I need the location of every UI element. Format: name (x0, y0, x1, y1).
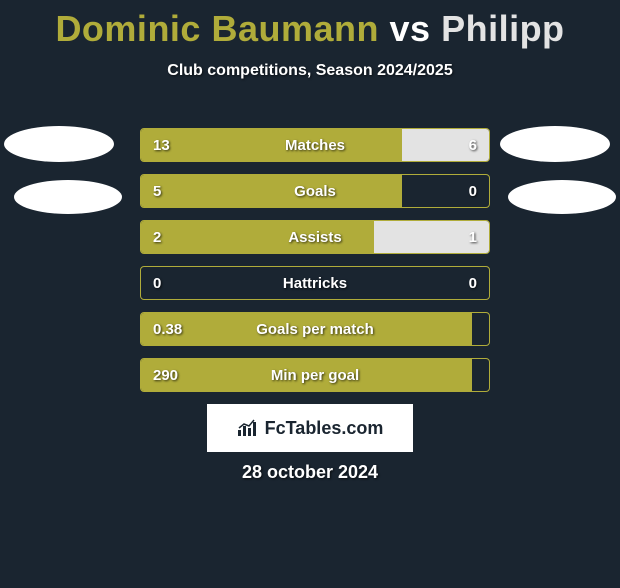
fctables-logo: FcTables.com (207, 404, 413, 452)
stat-label: Hattricks (141, 267, 489, 299)
stat-label: Assists (141, 221, 489, 253)
stat-label: Goals per match (141, 313, 489, 345)
player2-avatar-placeholder (500, 126, 610, 162)
stat-row: Assists2 1 (140, 220, 490, 254)
vs-text: vs (390, 8, 431, 49)
stat-label: Min per goal (141, 359, 489, 391)
stat-row: Goals per match0.38 (140, 312, 490, 346)
stat-value-left: 2 (153, 221, 161, 253)
stat-value-left: 290 (153, 359, 178, 391)
stat-row: Hattricks0 0 (140, 266, 490, 300)
logo-text: FcTables.com (265, 418, 384, 439)
player1-name: Dominic Baumann (55, 8, 379, 49)
player1-avatar-placeholder (4, 126, 114, 162)
stat-bars: Matches136Goals50Assists21Hattricks00Goa… (140, 128, 490, 404)
chart-icon (237, 419, 259, 437)
stat-value-right: 6 (469, 129, 477, 161)
stat-value-right: 1 (469, 221, 477, 253)
stat-value-right: 0 (469, 175, 477, 207)
stat-row: Min per goal290 (140, 358, 490, 392)
player2-club-placeholder (508, 180, 616, 214)
subtitle: Club competitions, Season 2024/2025 (0, 62, 620, 80)
stat-label: Matches (141, 129, 489, 161)
stat-value-left: 5 (153, 175, 161, 207)
stat-value-left: 0.38 (153, 313, 182, 345)
stat-value-left: 13 (153, 129, 170, 161)
stat-row: Matches13 6 (140, 128, 490, 162)
comparison-title: Dominic Baumann vs Philipp (0, 8, 620, 50)
player2-name: Philipp (441, 8, 565, 49)
stat-row: Goals5 0 (140, 174, 490, 208)
stat-label: Goals (141, 175, 489, 207)
date-text: 28 october 2024 (0, 462, 620, 483)
player1-club-placeholder (14, 180, 122, 214)
stat-value-right: 0 (469, 267, 477, 299)
stat-value-left: 0 (153, 267, 161, 299)
